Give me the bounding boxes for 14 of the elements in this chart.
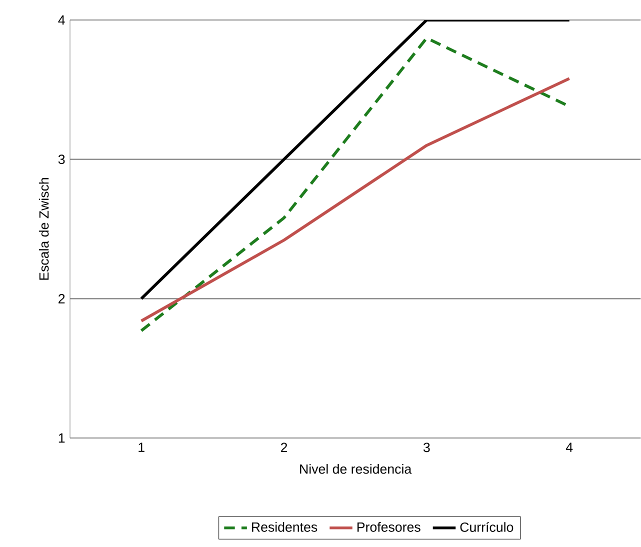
legend-label: Currículo (460, 522, 514, 532)
y-axis-title: Escala de Zwisch (38, 178, 49, 280)
x-tick-label: 1 (138, 442, 144, 452)
x-tick-label: 3 (423, 442, 430, 452)
y-tick-label: 1 (58, 433, 65, 443)
x-axis-title: Nivel de residencia (300, 464, 412, 474)
y-tick-label: 4 (58, 15, 65, 25)
y-tick-label: 2 (58, 294, 65, 304)
x-tick-label: 4 (566, 442, 573, 452)
x-tick-label: 2 (280, 442, 288, 452)
line-series (140, 77, 571, 322)
legend-label: Residentes (252, 522, 318, 532)
legend-label: Profesores (357, 522, 420, 532)
y-tick-label: 3 (58, 154, 65, 164)
